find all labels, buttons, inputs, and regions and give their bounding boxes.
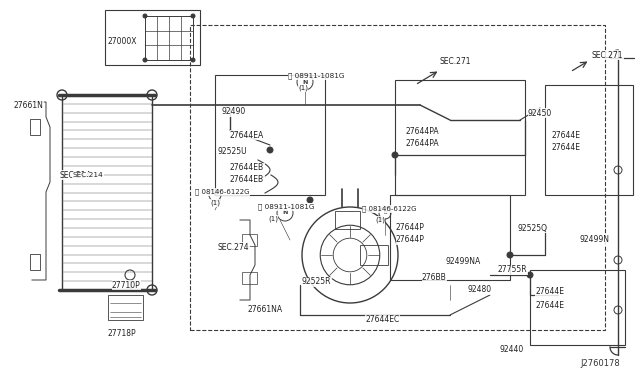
Text: 92525R: 92525R [302,278,332,286]
Bar [30,119,40,135]
Text: 92480: 92480 [468,285,492,295]
Text: 27644PA: 27644PA [405,128,438,137]
Text: 27644EA: 27644EA [230,131,264,140]
Text: 27661NA: 27661NA [248,305,283,314]
Text: 27644PA: 27644PA [405,140,438,148]
Bar [145,16,193,60]
Text: ⓓ 08911-1081G: ⓓ 08911-1081G [288,73,344,79]
Text: 27718P: 27718P [108,328,136,337]
Circle shape [143,58,147,62]
Text: 27644E: 27644E [552,144,581,153]
Text: 27661N: 27661N [14,100,44,109]
Text: B: B [213,192,217,198]
Text: SEC.214: SEC.214 [60,170,91,180]
Bar [242,272,257,284]
Text: (1): (1) [298,85,308,91]
Text: 27755R: 27755R [498,266,527,275]
Text: Ⓑ 08146-6122G: Ⓑ 08146-6122G [362,206,417,212]
Bar [30,254,40,270]
Text: (1): (1) [210,200,220,206]
Text: 92499NA: 92499NA [446,257,481,266]
Text: (1): (1) [268,216,278,222]
Bar [215,75,325,195]
Text: 92525U: 92525U [218,148,248,157]
Text: 27644EB: 27644EB [230,164,264,173]
Circle shape [191,14,195,18]
Bar [545,85,633,195]
Circle shape [267,147,273,153]
Text: N: N [282,211,288,215]
Text: 92440: 92440 [500,346,524,355]
Bar [335,211,360,229]
Text: ⓓ 08911-1081G: ⓓ 08911-1081G [258,204,314,210]
Text: N: N [302,80,308,84]
Text: 27644E: 27644E [535,301,564,310]
Text: 92450: 92450 [528,109,552,118]
Text: 27644P: 27644P [396,235,425,244]
Circle shape [527,272,533,278]
Text: B: B [383,211,387,215]
Bar [395,80,525,195]
Bar [105,10,200,65]
Circle shape [191,58,195,62]
Text: (1): (1) [375,217,385,223]
Text: 92499N: 92499N [580,235,610,244]
Text: Ⓑ 08146-6122G: Ⓑ 08146-6122G [195,189,250,195]
Text: J2760178: J2760178 [580,359,620,368]
Text: 27644E: 27644E [552,131,581,140]
Text: 27644P: 27644P [396,224,425,232]
Text: 27644EC: 27644EC [365,315,399,324]
Text: SEC.214: SEC.214 [72,172,104,178]
Bar [360,245,388,265]
Text: SEC.274: SEC.274 [218,243,250,251]
Bar [530,270,625,345]
Text: 27710P: 27710P [112,280,141,289]
Bar [190,25,605,330]
Text: 27644E: 27644E [535,288,564,296]
Text: SEC.271: SEC.271 [440,58,472,67]
Text: SEC.271: SEC.271 [592,51,623,60]
Circle shape [392,152,398,158]
Bar [390,195,510,280]
Circle shape [143,14,147,18]
Circle shape [307,197,313,203]
Text: 276BB: 276BB [422,273,447,282]
Bar [108,295,143,320]
Text: 92490: 92490 [222,108,246,116]
Text: 27000X: 27000X [108,38,138,46]
Bar [242,234,257,246]
Bar [62,95,152,290]
Circle shape [507,252,513,258]
Text: 27644EB: 27644EB [230,176,264,185]
Text: 92525Q: 92525Q [518,224,548,232]
